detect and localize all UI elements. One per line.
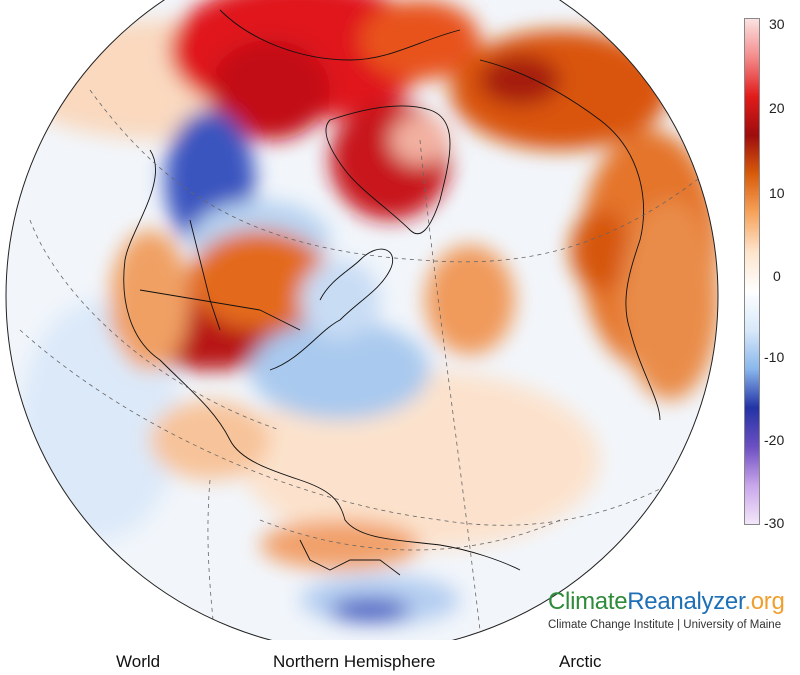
brand-part-2: Reanalyzer [627, 588, 745, 615]
anomaly-field [10, 0, 718, 625]
brand-subtitle: Climate Change Institute | University of… [548, 619, 782, 631]
colorbar: 30 20 10 0 -10 -20 -30 [744, 16, 800, 531]
brand-logo[interactable]: ClimateReanalyzer.org [548, 588, 798, 616]
brand-part-3: .org [744, 588, 785, 615]
colorbar-gradient [744, 18, 760, 525]
tab-arctic[interactable]: Arctic [559, 652, 602, 671]
colorbar-tick: 20 [769, 100, 785, 116]
colorbar-tick: -30 [764, 515, 785, 531]
colorbar-tick: -10 [764, 349, 785, 365]
branding: ClimateReanalyzer.org Climate Change Ins… [548, 588, 798, 631]
tab-world[interactable]: World [116, 652, 161, 671]
colorbar-tick: 10 [769, 185, 785, 201]
graticule [19, 89, 718, 640]
colorbar-tick: 30 [769, 16, 785, 32]
globe-outline [5, 0, 719, 640]
brand-part-1: Climate [548, 588, 628, 615]
globe [6, 0, 718, 640]
colorbar-tick: 0 [773, 268, 781, 284]
colorbar-tick: -20 [764, 432, 785, 448]
tab-northern-hemisphere[interactable]: Northern Hemisphere [273, 652, 436, 671]
temperature-anomaly-map [5, 0, 719, 640]
